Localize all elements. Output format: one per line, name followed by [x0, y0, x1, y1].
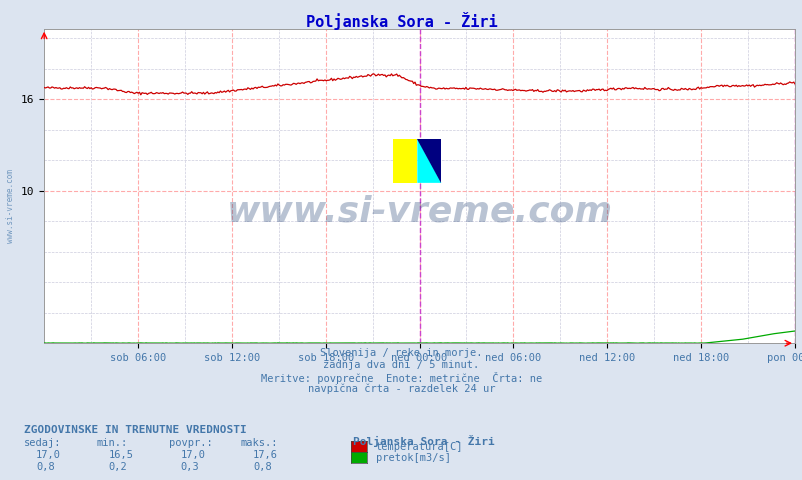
Text: zadnja dva dni / 5 minut.: zadnja dva dni / 5 minut.: [323, 360, 479, 370]
Text: www.si-vreme.com: www.si-vreme.com: [226, 194, 612, 228]
Text: 17,0: 17,0: [36, 450, 61, 460]
Text: Poljanska Sora - Žiri: Poljanska Sora - Žiri: [353, 435, 495, 447]
Text: Slovenija / reke in morje.: Slovenija / reke in morje.: [320, 348, 482, 358]
Text: 17,0: 17,0: [180, 450, 205, 460]
Text: 0,3: 0,3: [180, 462, 199, 472]
Text: 0,8: 0,8: [36, 462, 55, 472]
Text: 16,5: 16,5: [108, 450, 133, 460]
Text: min.:: min.:: [96, 438, 128, 448]
Text: temperatura[C]: temperatura[C]: [375, 442, 463, 452]
Text: pretok[m3/s]: pretok[m3/s]: [375, 453, 450, 463]
Polygon shape: [417, 139, 441, 183]
Text: povpr.:: povpr.:: [168, 438, 212, 448]
FancyBboxPatch shape: [393, 139, 417, 183]
Text: Meritve: povprečne  Enote: metrične  Črta: ne: Meritve: povprečne Enote: metrične Črta:…: [261, 372, 541, 384]
Text: ZGODOVINSKE IN TRENUTNE VREDNOSTI: ZGODOVINSKE IN TRENUTNE VREDNOSTI: [24, 425, 246, 435]
Text: 17,6: 17,6: [253, 450, 277, 460]
Text: www.si-vreme.com: www.si-vreme.com: [6, 169, 15, 243]
Text: navpična črta - razdelek 24 ur: navpična črta - razdelek 24 ur: [307, 384, 495, 395]
Text: 0,8: 0,8: [253, 462, 271, 472]
Text: sedaj:: sedaj:: [24, 438, 62, 448]
Text: maks.:: maks.:: [241, 438, 278, 448]
Text: Poljanska Sora - Žiri: Poljanska Sora - Žiri: [306, 12, 496, 30]
Text: 0,2: 0,2: [108, 462, 127, 472]
Polygon shape: [417, 139, 441, 183]
